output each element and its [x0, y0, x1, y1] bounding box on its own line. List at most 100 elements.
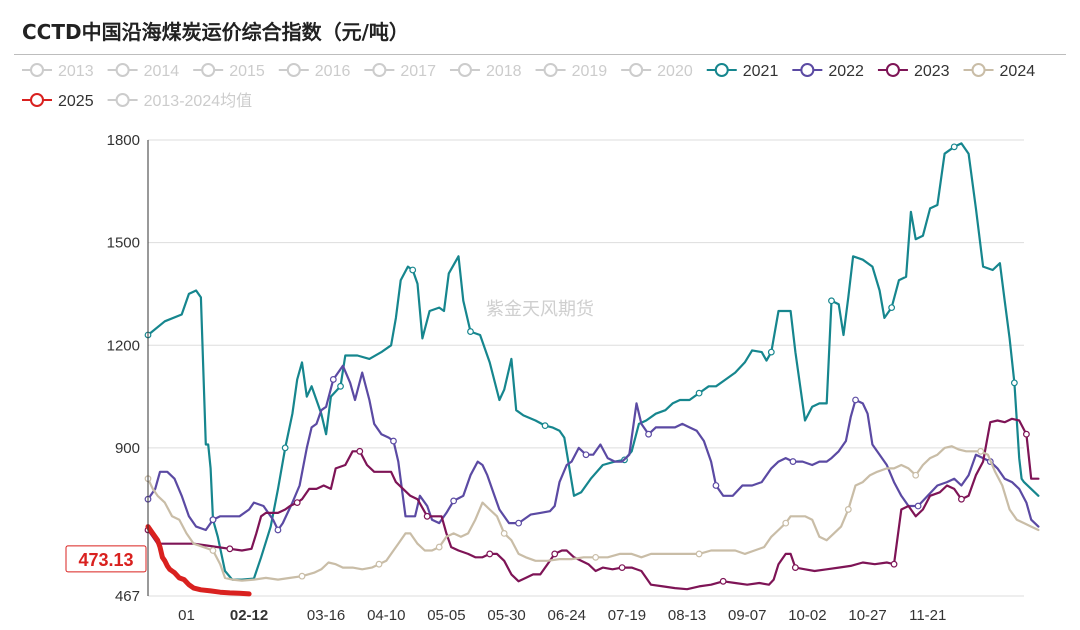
legend-item-2014[interactable]: 2014: [107, 63, 180, 80]
tooltip-box: [65, 545, 147, 573]
series-point-2021: [888, 304, 896, 312]
series-line-2022: [146, 364, 1040, 532]
legend-item-2024[interactable]: 2024: [963, 63, 1036, 80]
x-tick-label: 06-24: [548, 607, 586, 624]
series-point-2021: [467, 328, 474, 335]
series-point-2022: [645, 430, 652, 438]
legend-label: 2025: [58, 93, 94, 110]
x-tick-label: 04-10: [367, 607, 405, 624]
legend-marker-icon: [629, 63, 644, 77]
legend-marker-icon: [372, 63, 387, 77]
y-tick-label: 467: [115, 588, 140, 605]
x-tick-label: 08-13: [668, 607, 706, 624]
series-point-2023: [423, 512, 431, 520]
series-point-2022: [390, 437, 397, 445]
series-point-2022: [712, 482, 720, 489]
x-tick-label: 11-21: [909, 607, 946, 624]
series-point-2024: [500, 529, 508, 537]
value-tooltip: 473.13: [65, 545, 147, 573]
legend-item-2022[interactable]: 2022: [792, 63, 864, 80]
legend-item-2015[interactable]: 2015: [193, 63, 265, 80]
series-point-2021: [950, 143, 958, 151]
watermark: 紫金天风期货: [486, 299, 594, 319]
series-point-2024: [375, 560, 383, 568]
legend-label: 2013: [58, 63, 94, 80]
legend-item-2023[interactable]: 2023: [877, 63, 950, 80]
legend-marker-icon: [115, 93, 130, 107]
series-point-2023: [551, 550, 559, 558]
tooltip-value: 473.13: [78, 550, 133, 570]
series-point-2024: [298, 572, 306, 580]
legend-label: 2015: [229, 63, 265, 80]
series-point-2024: [844, 506, 852, 513]
series-point-2023: [890, 560, 898, 568]
legend-label: 2019: [572, 63, 608, 80]
series-point-2022: [789, 458, 797, 465]
series-point-2023: [356, 447, 364, 455]
series-point-2024: [782, 519, 790, 527]
series-point-2024: [912, 471, 920, 479]
y-tick-label: 1800: [107, 132, 140, 149]
series-point-2022: [209, 516, 217, 524]
series-point-2023: [226, 545, 234, 553]
series-point-2022: [274, 526, 282, 534]
legend-item-2017[interactable]: 2017: [364, 63, 436, 80]
legend-label: 2021: [743, 63, 779, 80]
legend-label: 2020: [657, 63, 693, 80]
legend-item-2013[interactable]: 2013: [22, 63, 94, 80]
series-point-2021: [541, 422, 549, 430]
y-tick-label: 1500: [107, 235, 140, 252]
series-point-2021: [337, 382, 344, 390]
x-tick-label: 02-12: [230, 607, 268, 624]
series-point-2023: [293, 499, 301, 507]
legend-item-2019[interactable]: 2019: [535, 63, 608, 80]
title-divider: [14, 54, 1066, 55]
legend-marker-icon: [286, 63, 301, 77]
legend-label: 2017: [400, 63, 436, 80]
series-point-2021: [695, 389, 703, 397]
legend-label: 2024: [1000, 63, 1036, 80]
series-point-2024: [592, 553, 600, 561]
series-point-2024: [209, 547, 217, 554]
legend-marker-icon: [885, 63, 900, 77]
legend-marker-icon: [971, 63, 986, 77]
legend-label: 2014: [144, 63, 180, 80]
legend-marker-icon: [201, 63, 216, 77]
series-point-2021: [767, 348, 775, 356]
legend-label: 2022: [828, 63, 864, 80]
legend-item-2025[interactable]: 2025: [22, 93, 94, 110]
x-tick-label: 09-07: [728, 607, 766, 624]
series-point-2023: [719, 577, 727, 585]
legend-item-2020[interactable]: 2020: [621, 63, 693, 80]
legend-label: 2023: [914, 63, 950, 80]
legend-marker-icon: [714, 63, 729, 77]
series-point-2021: [1010, 379, 1018, 387]
series-layer: [144, 142, 1040, 597]
legend-marker-icon: [30, 63, 44, 77]
legend[interactable]: 2013 2014 2015 2016 2017 2018 2019 2020 2021 2022…: [22, 63, 1035, 110]
axes: 467 900 1200 1500 1800 01 02-12 03-16 04-10 05-05…: [107, 132, 947, 624]
x-tick-label: 05-30: [487, 607, 525, 624]
legend-item-2016[interactable]: 2016: [278, 63, 351, 80]
grid-lines: [148, 139, 1024, 597]
legend-item-2018[interactable]: 2018: [449, 63, 522, 80]
legend-marker-icon: [115, 63, 130, 77]
legend-label: 2016: [315, 63, 351, 80]
series-point-2021: [281, 444, 289, 452]
legend-marker-icon: [543, 63, 558, 77]
legend-label: 2018: [486, 63, 522, 80]
legend-marker-icon: [30, 93, 44, 107]
y-tick-label: 900: [115, 440, 140, 457]
legend-item-2021[interactable]: 2021: [706, 63, 779, 80]
chart-title: CCTD中国沿海煤炭运价综合指数（元/吨）: [22, 20, 409, 44]
series-point-2023: [618, 564, 626, 572]
series-point-2022: [450, 497, 458, 505]
x-tick-label: 01: [178, 607, 195, 624]
series-line-2021: [146, 142, 1040, 581]
legend-item-2013-2024均值[interactable]: 2013-2024均值: [107, 92, 253, 110]
series-line-2023: [146, 417, 1040, 591]
series-point-2023: [958, 495, 965, 503]
series-point-2021: [828, 297, 835, 305]
x-tick-label: 10-27: [848, 607, 886, 624]
series-point-2024: [695, 550, 703, 558]
